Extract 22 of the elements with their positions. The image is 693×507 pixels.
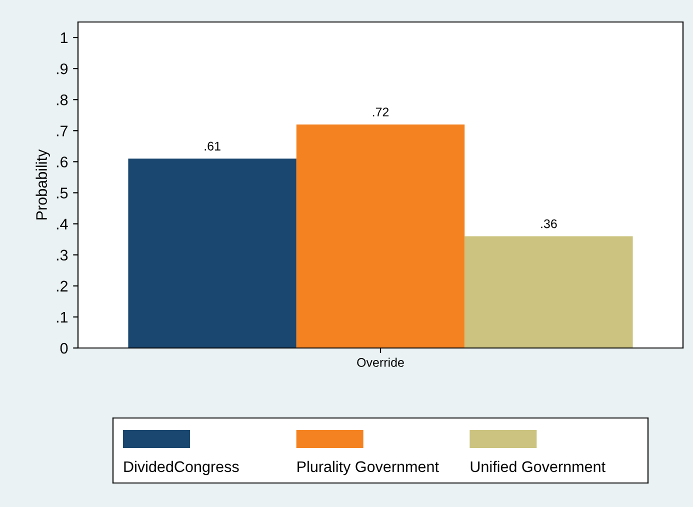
x-tick-label: Override: [357, 358, 404, 367]
legend-label: DividedCongress: [124, 460, 239, 476]
y-axis-title: Probability: [36, 149, 50, 220]
y-tick-label: 1: [60, 32, 68, 44]
data-label: .36: [541, 219, 557, 228]
y-tick-label: .5: [56, 188, 68, 198]
bar: [296, 124, 465, 348]
legend-label: Unified Government: [470, 460, 606, 472]
y-tick-label: .1: [56, 312, 68, 322]
y-tick-label: .4: [56, 218, 68, 230]
legend-label: Plurality Government: [298, 460, 439, 476]
y-tick-label: .8: [56, 94, 68, 106]
y-tick-label: .7: [56, 126, 68, 136]
data-label: .61: [204, 142, 220, 151]
y-tick-label: .9: [56, 63, 68, 74]
y-tick-label: .6: [56, 156, 68, 168]
y-tick-label: .2: [56, 280, 68, 292]
y-tick-label: .3: [56, 250, 68, 261]
y-tick-label: 0: [60, 342, 68, 354]
data-label: .72: [372, 108, 389, 116]
bar: [128, 158, 296, 348]
bar: [464, 236, 633, 348]
